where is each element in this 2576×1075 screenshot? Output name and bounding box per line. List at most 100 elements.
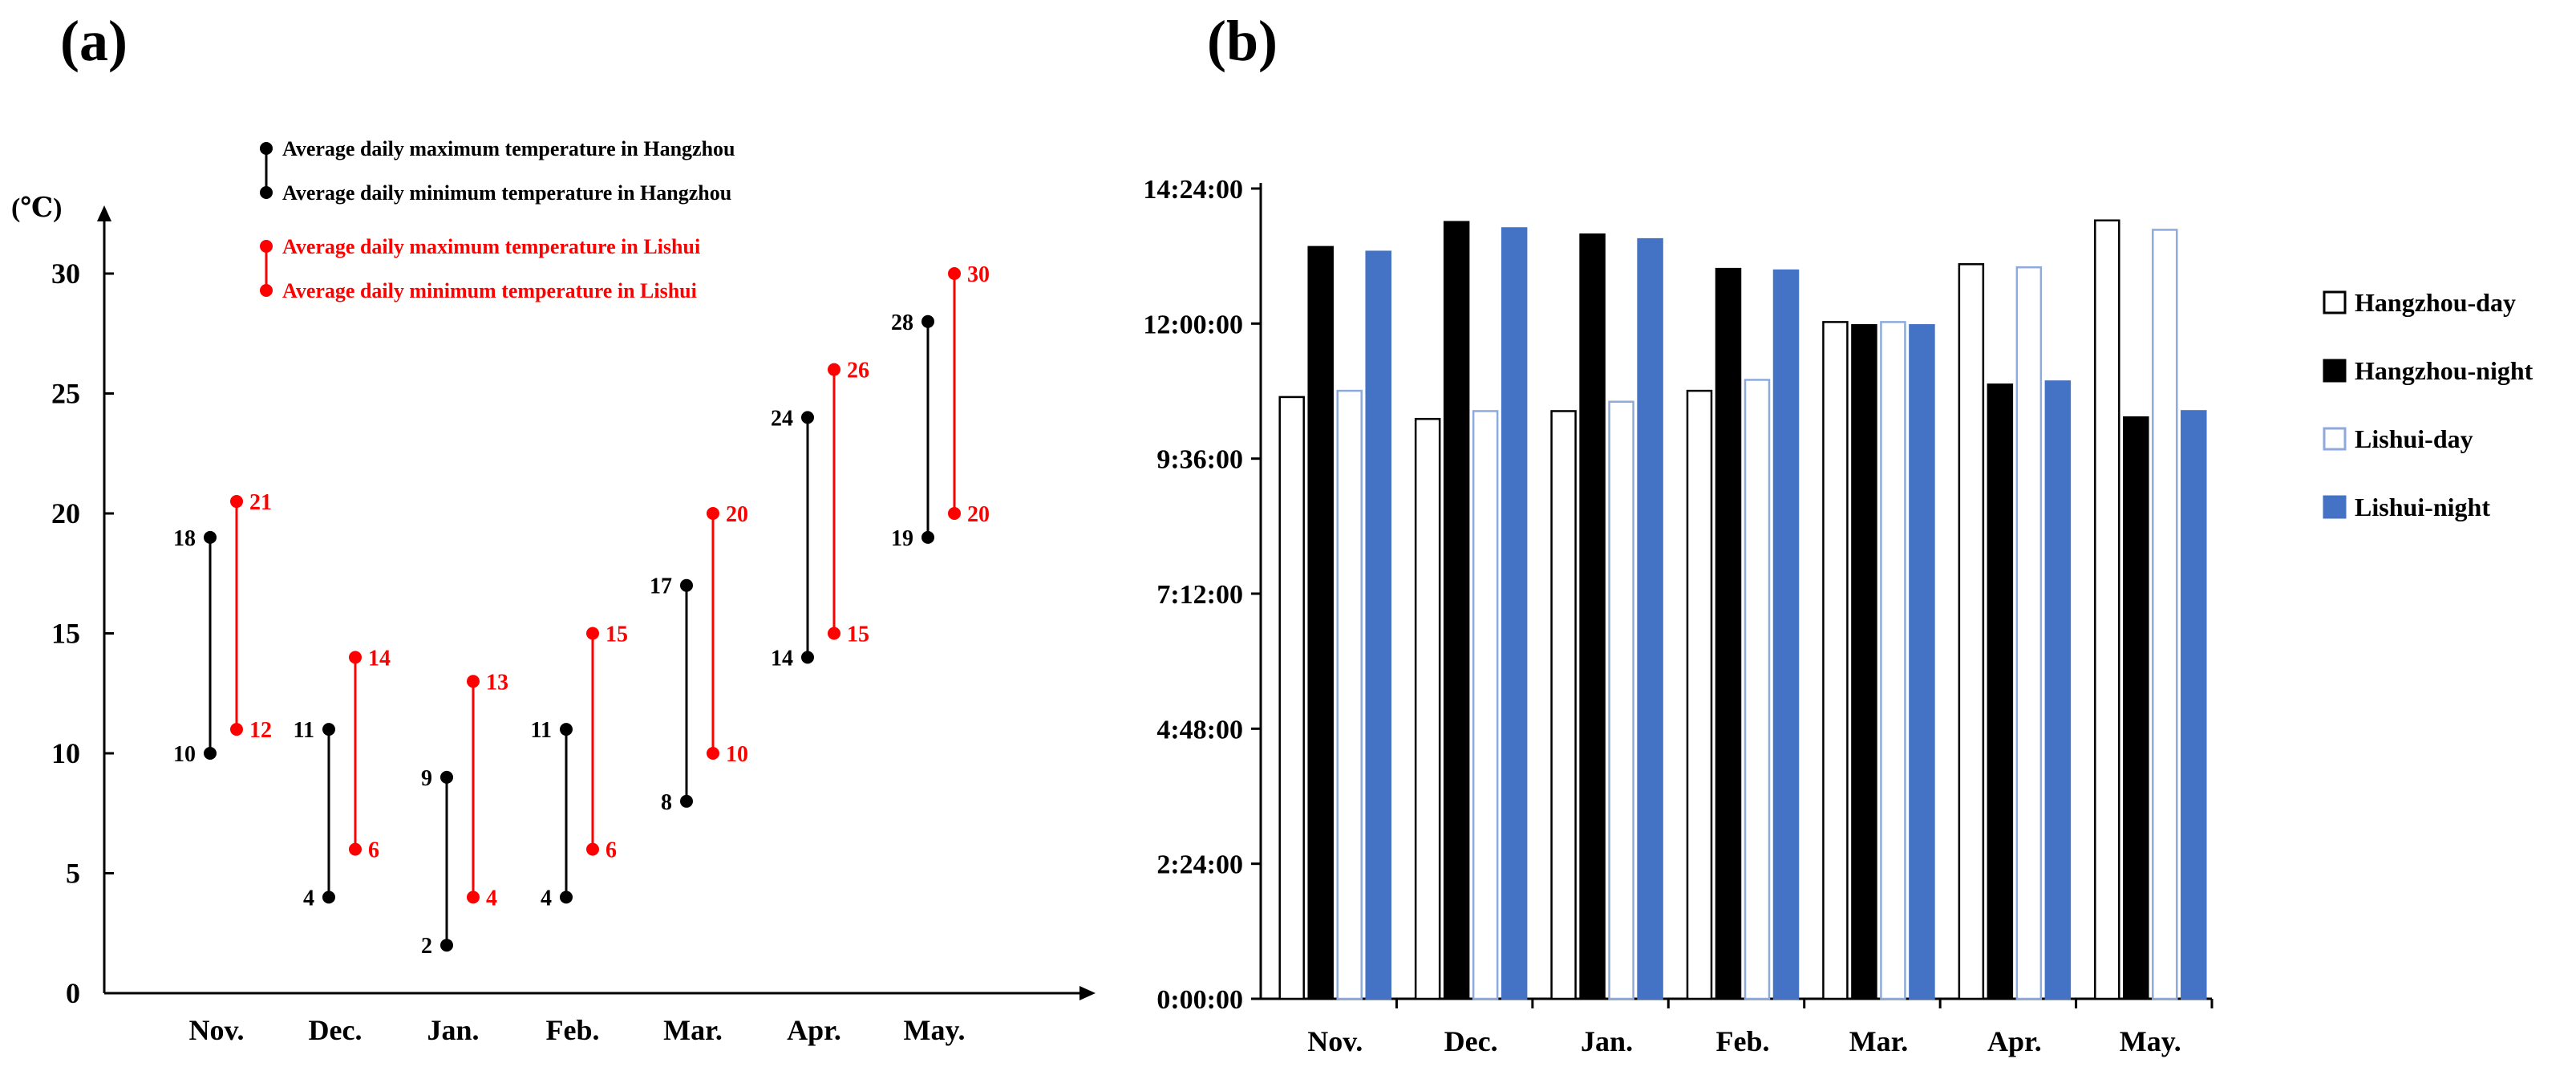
b-legend-swatch <box>2323 290 2347 314</box>
panel-a-marks: 18 10 11 4 9 2 11 4 17 8 24 14 28 19 21 12 14 6 13 4 15 6 20 10… <box>173 262 990 959</box>
a-max-point-hangzhou <box>921 314 934 328</box>
b-bar-lishui-night <box>1772 269 1800 1000</box>
b-bar-lishui-night <box>1501 227 1528 1000</box>
b-y-tick-label: 4:48:00 <box>1156 715 1243 744</box>
b-y-tick-label: 7:12:00 <box>1156 580 1243 610</box>
panel-b-legend: Hangzhou-day Hangzhou-night Lishui-day Lish… <box>2323 288 2533 521</box>
a-legend-marker <box>260 240 273 253</box>
a-max-point-lishui <box>586 627 599 640</box>
a-min-label-hangzhou: 14 <box>771 646 793 671</box>
a-max-point-lishui <box>828 363 840 376</box>
a-min-point-hangzhou <box>801 651 814 664</box>
panel-b-daylength-chart: (b) 0:00:00 2:24:00 4:48:00 7:12:00 9:36:00 1… <box>1143 9 2533 1057</box>
a-min-label-lishui: 10 <box>726 742 748 767</box>
a-max-label-lishui: 14 <box>368 646 391 671</box>
b-bar-hangzhou-night <box>2123 416 2149 1000</box>
b-bar-hangzhou-day <box>1414 417 1441 1000</box>
a-max-point-hangzhou <box>204 530 217 544</box>
b-bar-lishui-night <box>1909 324 1935 1000</box>
b-bar-lishui-day <box>1880 321 1906 1000</box>
a-max-point-hangzhou <box>560 723 573 736</box>
a-min-point-lishui <box>230 723 243 736</box>
b-bar-lishui-day <box>1744 379 1771 1000</box>
b-y-tick-label: 2:24:00 <box>1156 850 1243 880</box>
a-x-tick-label: Feb. <box>546 1014 600 1046</box>
a-max-point-lishui <box>707 507 719 520</box>
a-min-label-hangzhou: 4 <box>303 886 314 911</box>
a-max-label-hangzhou: 11 <box>294 718 314 743</box>
b-y-tick-label: 0:00:00 <box>1156 985 1243 1015</box>
a-x-tick-label: Jan. <box>427 1014 479 1046</box>
a-x-axis-arrow <box>1079 986 1096 1000</box>
a-x-tick-label: Apr. <box>787 1014 841 1046</box>
a-min-point-lishui <box>586 842 599 856</box>
a-max-label-hangzhou: 24 <box>771 406 793 431</box>
a-min-point-lishui <box>349 842 362 856</box>
a-max-point-hangzhou <box>680 578 693 592</box>
a-min-point-hangzhou <box>204 747 217 760</box>
panel-b-label: (b) <box>1207 9 1278 73</box>
a-legend-marker <box>260 284 273 297</box>
a-min-label-lishui: 15 <box>847 623 869 647</box>
b-bar-hangzhou-night <box>1987 383 2014 1000</box>
a-max-label-lishui: 20 <box>726 502 748 527</box>
a-min-point-hangzhou <box>921 530 934 544</box>
b-y-tick-label: 14:24:00 <box>1143 175 1243 205</box>
a-max-label-lishui: 15 <box>606 623 628 647</box>
b-bar-lishui-day <box>2015 266 2043 1000</box>
a-min-point-hangzhou <box>560 890 573 904</box>
a-max-label-lishui: 21 <box>249 490 272 515</box>
a-min-label-hangzhou: 4 <box>541 886 552 911</box>
a-max-point-hangzhou <box>322 723 335 736</box>
a-legend-label: Average daily minimum temperature in Lis… <box>282 279 697 302</box>
b-bar-hangzhou-night <box>1579 233 1606 1000</box>
a-max-label-hangzhou: 11 <box>531 718 552 743</box>
b-bar-hangzhou-night <box>1851 324 1877 1000</box>
b-x-tick-label: Apr. <box>1987 1025 2042 1057</box>
b-legend-label: Lishui-night <box>2355 493 2490 521</box>
a-y-tick-label: 25 <box>51 378 80 410</box>
a-min-point-hangzhou <box>440 939 453 952</box>
a-min-point-lishui <box>467 890 480 904</box>
a-min-label-hangzhou: 10 <box>173 742 196 767</box>
a-y-axis-arrow <box>97 205 111 221</box>
panel-a-axes: 0 5 10 15 20 25 30 Nov. Dec. Jan. Feb. Mar. Apr. May. <box>51 205 1096 1046</box>
a-max-point-lishui <box>467 675 480 688</box>
b-x-tick-label: Jan. <box>1581 1025 1633 1057</box>
panel-a-label: (a) <box>60 9 128 73</box>
a-min-label-hangzhou: 2 <box>421 934 432 959</box>
a-max-point-hangzhou <box>440 770 453 784</box>
b-x-tick-label: Nov. <box>1307 1025 1363 1057</box>
b-x-tick-label: Mar. <box>1849 1025 1909 1057</box>
a-max-point-lishui <box>948 267 961 280</box>
a-min-point-hangzhou <box>680 794 693 808</box>
a-y-tick-label: 10 <box>51 737 80 769</box>
b-x-tick-label: Feb. <box>1716 1025 1770 1057</box>
a-min-point-lishui <box>828 627 840 640</box>
b-bar-lishui-day <box>2152 229 2178 1000</box>
a-min-label-lishui: 20 <box>967 502 990 527</box>
b-legend-swatch <box>2323 427 2347 451</box>
b-x-tick-label: May. <box>2120 1025 2181 1057</box>
panel-a-temperature-chart: (a) (℃) 0 5 10 15 20 25 30 Nov. Dec. Jan. Feb. Mar.… <box>11 9 1096 1046</box>
a-min-label-lishui: 6 <box>368 838 379 863</box>
a-max-point-lishui <box>230 495 243 509</box>
a-y-tick-label: 15 <box>51 618 80 650</box>
b-bar-hangzhou-day <box>1278 396 1305 1000</box>
b-bar-hangzhou-night <box>1443 221 1470 1000</box>
a-min-label-hangzhou: 19 <box>891 526 913 551</box>
b-y-tick-label: 12:00:00 <box>1143 310 1243 339</box>
a-min-label-lishui: 4 <box>486 886 497 911</box>
b-bar-lishui-day <box>1336 389 1363 1000</box>
a-max-point-lishui <box>349 651 362 664</box>
a-max-label-lishui: 30 <box>967 262 990 287</box>
b-bar-lishui-night <box>2181 410 2207 1000</box>
panel-b-bars <box>1278 219 2207 1000</box>
b-y-tick-label: 9:36:00 <box>1156 445 1243 475</box>
panel-a-legend: Average daily maximum temperature in Han… <box>260 137 735 302</box>
b-bar-hangzhou-day <box>1958 263 1985 1000</box>
b-legend-swatch <box>2323 495 2347 519</box>
panel-a-y-unit: (℃) <box>11 193 62 223</box>
b-bar-hangzhou-day <box>2094 219 2120 1000</box>
a-y-tick-label: 5 <box>66 858 80 890</box>
